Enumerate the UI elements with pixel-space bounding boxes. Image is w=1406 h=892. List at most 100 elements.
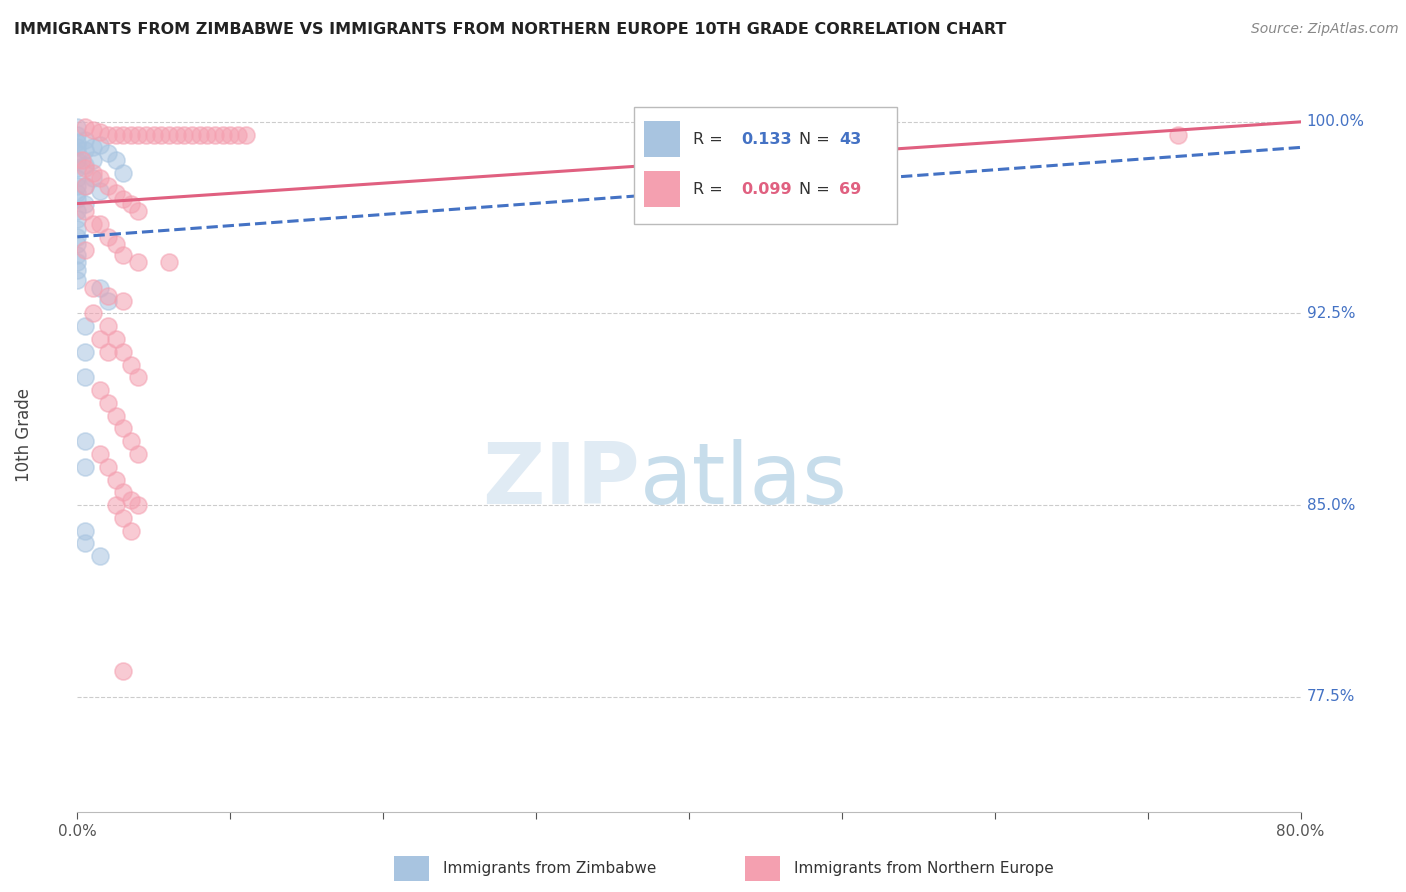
Point	[112, 511, 135, 525]
Point	[66, 161, 89, 175]
Point	[127, 128, 149, 142]
Point	[66, 222, 89, 236]
Point	[73, 133, 96, 147]
Point	[104, 153, 127, 168]
Text: Immigrants from Zimbabwe: Immigrants from Zimbabwe	[443, 862, 657, 876]
Text: Immigrants from Northern Europe: Immigrants from Northern Europe	[794, 862, 1054, 876]
Point	[188, 128, 211, 142]
Point	[112, 344, 135, 359]
Point	[82, 306, 104, 320]
Point	[73, 370, 96, 384]
Point	[66, 230, 89, 244]
Text: atlas: atlas	[640, 439, 848, 522]
Point	[173, 128, 195, 142]
Point	[211, 128, 233, 142]
Point	[73, 143, 96, 157]
Point	[89, 137, 111, 152]
Point	[135, 128, 157, 142]
Text: 85.0%: 85.0%	[1306, 498, 1355, 513]
Text: 0.099: 0.099	[741, 182, 792, 196]
Point	[104, 237, 127, 252]
Point	[120, 196, 142, 211]
Point	[66, 186, 89, 201]
Point	[120, 434, 142, 449]
Point	[104, 332, 127, 346]
Text: 100.0%: 100.0%	[1306, 114, 1365, 129]
Point	[89, 125, 111, 139]
FancyBboxPatch shape	[644, 171, 681, 207]
Point	[66, 145, 89, 160]
Point	[66, 263, 89, 277]
Point	[73, 178, 96, 193]
Point	[127, 447, 149, 461]
Point	[73, 524, 96, 538]
Point	[66, 171, 89, 186]
Text: R =: R =	[693, 132, 723, 147]
Point	[112, 421, 135, 435]
Point	[112, 192, 135, 206]
Point	[112, 128, 135, 142]
Point	[66, 136, 89, 150]
Point	[73, 196, 96, 211]
Text: ZIP: ZIP	[482, 439, 640, 522]
Point	[66, 153, 89, 168]
Point	[104, 186, 127, 201]
Point	[112, 166, 135, 180]
Text: N =: N =	[799, 132, 830, 147]
Point	[89, 383, 111, 397]
Point	[127, 370, 149, 384]
Point	[66, 211, 89, 226]
Point	[219, 128, 242, 142]
Point	[66, 178, 89, 193]
Point	[97, 128, 120, 142]
Point	[73, 344, 96, 359]
Text: 10th Grade: 10th Grade	[15, 388, 32, 482]
Point	[82, 171, 104, 186]
Text: 0.133: 0.133	[741, 132, 792, 147]
Point	[73, 161, 96, 175]
Point	[89, 549, 111, 564]
Point	[127, 255, 149, 269]
Point	[112, 293, 135, 308]
Point	[120, 493, 142, 508]
Point	[66, 237, 89, 252]
Text: IMMIGRANTS FROM ZIMBABWE VS IMMIGRANTS FROM NORTHERN EUROPE 10TH GRADE CORRELATI: IMMIGRANTS FROM ZIMBABWE VS IMMIGRANTS F…	[14, 22, 1007, 37]
Point	[150, 128, 173, 142]
Point	[120, 128, 142, 142]
Point	[235, 128, 257, 142]
Point	[120, 358, 142, 372]
Point	[66, 255, 89, 269]
Point	[97, 145, 120, 160]
Point	[127, 204, 149, 219]
Point	[89, 217, 111, 231]
Point	[66, 248, 89, 262]
Point	[70, 153, 93, 168]
Point	[112, 664, 135, 678]
Point	[97, 396, 120, 410]
Point	[89, 447, 111, 461]
Point	[104, 409, 127, 423]
Point	[82, 281, 104, 295]
Point	[73, 158, 96, 172]
Point	[73, 243, 96, 257]
Point	[73, 319, 96, 334]
Point	[97, 288, 120, 302]
Point	[142, 128, 165, 142]
Point	[73, 536, 96, 550]
Text: 69: 69	[839, 182, 862, 196]
Point	[204, 128, 226, 142]
Point	[97, 344, 120, 359]
Point	[82, 122, 104, 136]
Point	[120, 524, 142, 538]
Point	[127, 498, 149, 512]
Text: Source: ZipAtlas.com: Source: ZipAtlas.com	[1251, 22, 1399, 37]
Point	[89, 184, 111, 198]
Text: 92.5%: 92.5%	[1306, 306, 1355, 321]
Point	[73, 434, 96, 449]
Point	[89, 332, 111, 346]
Point	[89, 281, 111, 295]
Point	[82, 140, 104, 154]
Point	[104, 128, 127, 142]
Point	[104, 498, 127, 512]
Point	[195, 128, 218, 142]
